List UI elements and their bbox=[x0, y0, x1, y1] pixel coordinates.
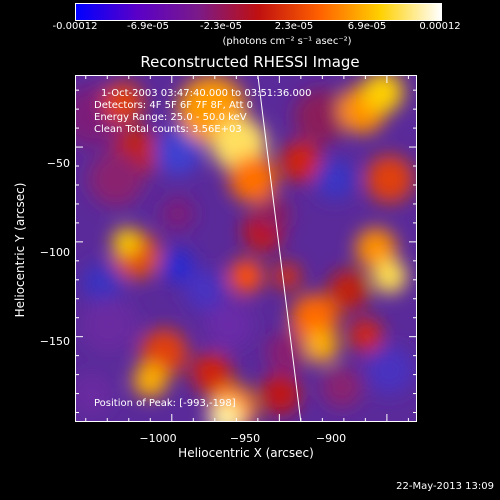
y-tick-label: −100 bbox=[39, 246, 70, 259]
heatmap-blob bbox=[259, 373, 301, 415]
y-axis-label: Heliocentric Y (arcsec) bbox=[13, 182, 27, 318]
heatmap-blob bbox=[81, 297, 137, 353]
heatmap-blob bbox=[88, 151, 144, 207]
detectors-label: Detectors: 4F 5F 6F 7F 8F, Att 0 bbox=[94, 100, 254, 111]
heatmap-blob bbox=[348, 318, 383, 353]
colorbar-tick-label: -6.9e-05 bbox=[127, 21, 169, 32]
heatmap-blob bbox=[112, 227, 140, 256]
clean-counts-label: Clean Total counts: 3.56E+03 bbox=[94, 124, 242, 135]
heatmap-blob bbox=[372, 259, 407, 294]
axis-ticks bbox=[75, 75, 417, 422]
peak-position-label: Position of Peak: [-993,-198] bbox=[94, 398, 236, 409]
heatmap-blob bbox=[266, 332, 308, 374]
heatmap-blob bbox=[362, 75, 404, 113]
heatmap-blob bbox=[81, 262, 123, 304]
x-tick-label: −900 bbox=[315, 432, 347, 445]
heatmap-blob bbox=[365, 155, 414, 204]
colorbar-units: (photons cm⁻² s⁻¹ asec⁻²) bbox=[222, 36, 352, 47]
energy-range-label: Energy Range: 25.0 - 50.0 keV bbox=[94, 112, 247, 123]
time-range-label: 1-Oct-2003 03:47:40.000 to 03:51:36.000 bbox=[101, 88, 312, 99]
heatmap-blobs bbox=[75, 75, 414, 422]
heatmap-blob bbox=[153, 127, 202, 176]
footer-timestamp: 22-May-2013 13:09 bbox=[396, 481, 494, 492]
heatmap-blob bbox=[228, 259, 264, 294]
colorbar bbox=[75, 3, 442, 21]
colorbar-tick-label: 6.9e-05 bbox=[347, 21, 387, 32]
heatmap-blob bbox=[328, 269, 370, 311]
limb-line bbox=[257, 75, 302, 422]
colorbar-tick-label: -0.00012 bbox=[52, 21, 98, 32]
heatmap-blob bbox=[256, 196, 291, 231]
colorbar-tick-label: 2.3e-05 bbox=[274, 21, 314, 32]
heatmap-blob bbox=[228, 155, 277, 204]
colorbar-tick-label: 0.00012 bbox=[419, 21, 461, 32]
heatmap-blob bbox=[314, 158, 356, 200]
heatmap-blob bbox=[365, 346, 414, 394]
heatmap-blob bbox=[75, 373, 113, 415]
heatmap-blob bbox=[293, 89, 349, 144]
heatmap-blob bbox=[191, 352, 233, 394]
plot-title: Reconstructed RHESSI Image bbox=[140, 53, 360, 71]
heatmap-blob bbox=[273, 262, 301, 290]
x-tick-label: −1000 bbox=[139, 432, 177, 445]
heatmap-blob bbox=[208, 401, 243, 422]
y-tick-label: −150 bbox=[39, 335, 70, 348]
colorbar-tick-label: -2.3e-05 bbox=[200, 21, 242, 32]
heatmap-blob bbox=[160, 196, 195, 231]
x-tick-label: −950 bbox=[229, 432, 261, 445]
heatmap-blob bbox=[184, 269, 226, 311]
heatmap-blob bbox=[102, 82, 144, 124]
y-tick-label: −50 bbox=[46, 157, 70, 170]
heatmap-blob bbox=[133, 363, 168, 398]
heatmap-blob bbox=[160, 248, 195, 283]
heatmap-blob bbox=[355, 227, 397, 270]
heatmap-blob bbox=[280, 141, 322, 183]
heatmap-plot bbox=[75, 75, 417, 422]
heatmap-blob bbox=[204, 300, 253, 349]
x-axis-label: Heliocentric X (arcsec) bbox=[178, 446, 314, 460]
heatmap-blob bbox=[321, 366, 363, 408]
heatmap-blob bbox=[304, 328, 339, 363]
